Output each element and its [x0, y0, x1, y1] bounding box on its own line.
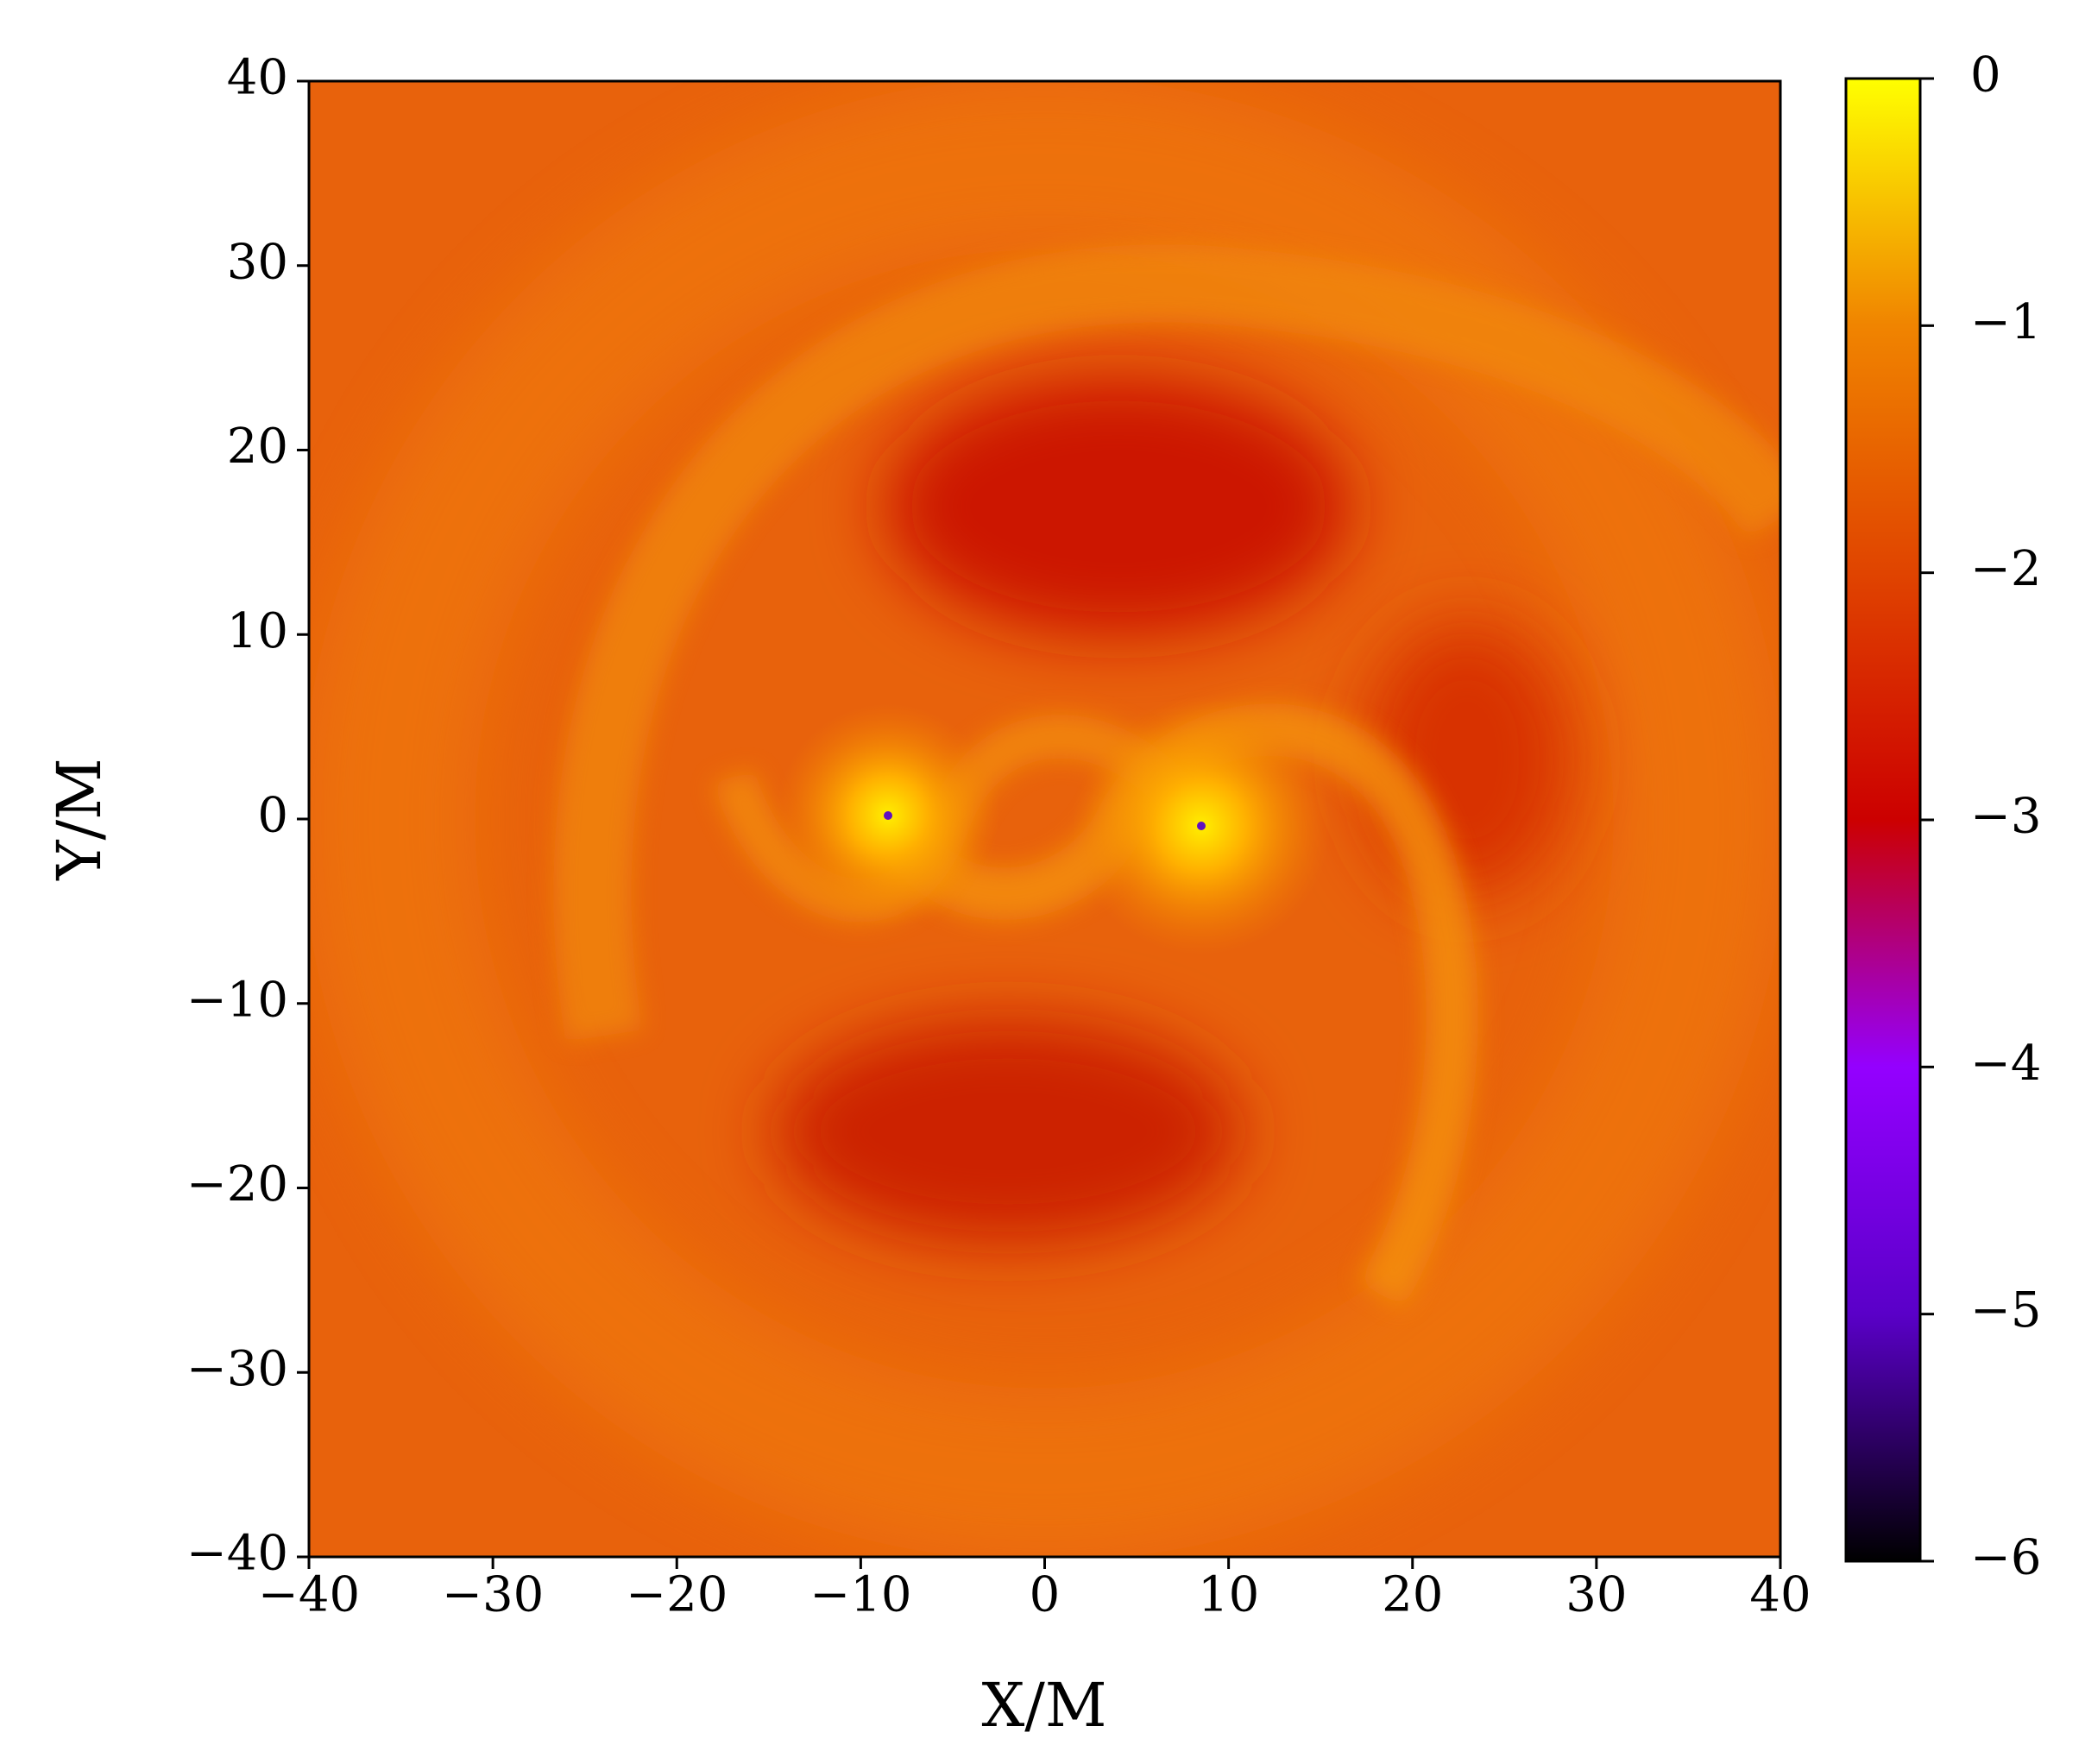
y-tick-label: 20 [227, 419, 288, 475]
y-tick-label: −20 [186, 1156, 288, 1213]
y-tick-label: −30 [186, 1341, 288, 1397]
colorbar-tick-label: −3 [1970, 789, 2042, 845]
x-tick-label: −30 [442, 1567, 544, 1623]
x-axis-label: X/M [981, 1670, 1106, 1741]
y-tick-label: −10 [186, 972, 288, 1028]
x-tick-label: 30 [1565, 1567, 1627, 1623]
colorbar-tick-label: −1 [1970, 294, 2042, 350]
y-tick-label: 0 [257, 788, 288, 844]
colorbar-tick-label: −2 [1970, 541, 2042, 597]
y-tick-label: −40 [186, 1526, 288, 1582]
x-tick-label: −40 [258, 1567, 360, 1623]
y-tick-label: 40 [227, 50, 288, 106]
colorbar [1844, 77, 1922, 1563]
x-tick-label: −20 [626, 1567, 728, 1623]
heatmap-image [309, 81, 1780, 1557]
colorbar-tick-label: −6 [1970, 1530, 2042, 1586]
x-tick-label: −10 [809, 1567, 911, 1623]
x-tick-label: 10 [1198, 1567, 1259, 1623]
x-tick-label: 40 [1749, 1567, 1811, 1623]
colorbar-tick-label: −4 [1970, 1036, 2042, 1092]
y-tick-label: 10 [227, 603, 288, 659]
x-tick-label: 20 [1382, 1567, 1443, 1623]
x-tick-label: 0 [1030, 1567, 1061, 1623]
colorbar-tick-label: −5 [1970, 1282, 2042, 1339]
y-tick-label: 30 [227, 234, 288, 290]
y-axis-label: Y/M [44, 758, 115, 880]
colorbar-tick-label: 0 [1970, 47, 2001, 104]
